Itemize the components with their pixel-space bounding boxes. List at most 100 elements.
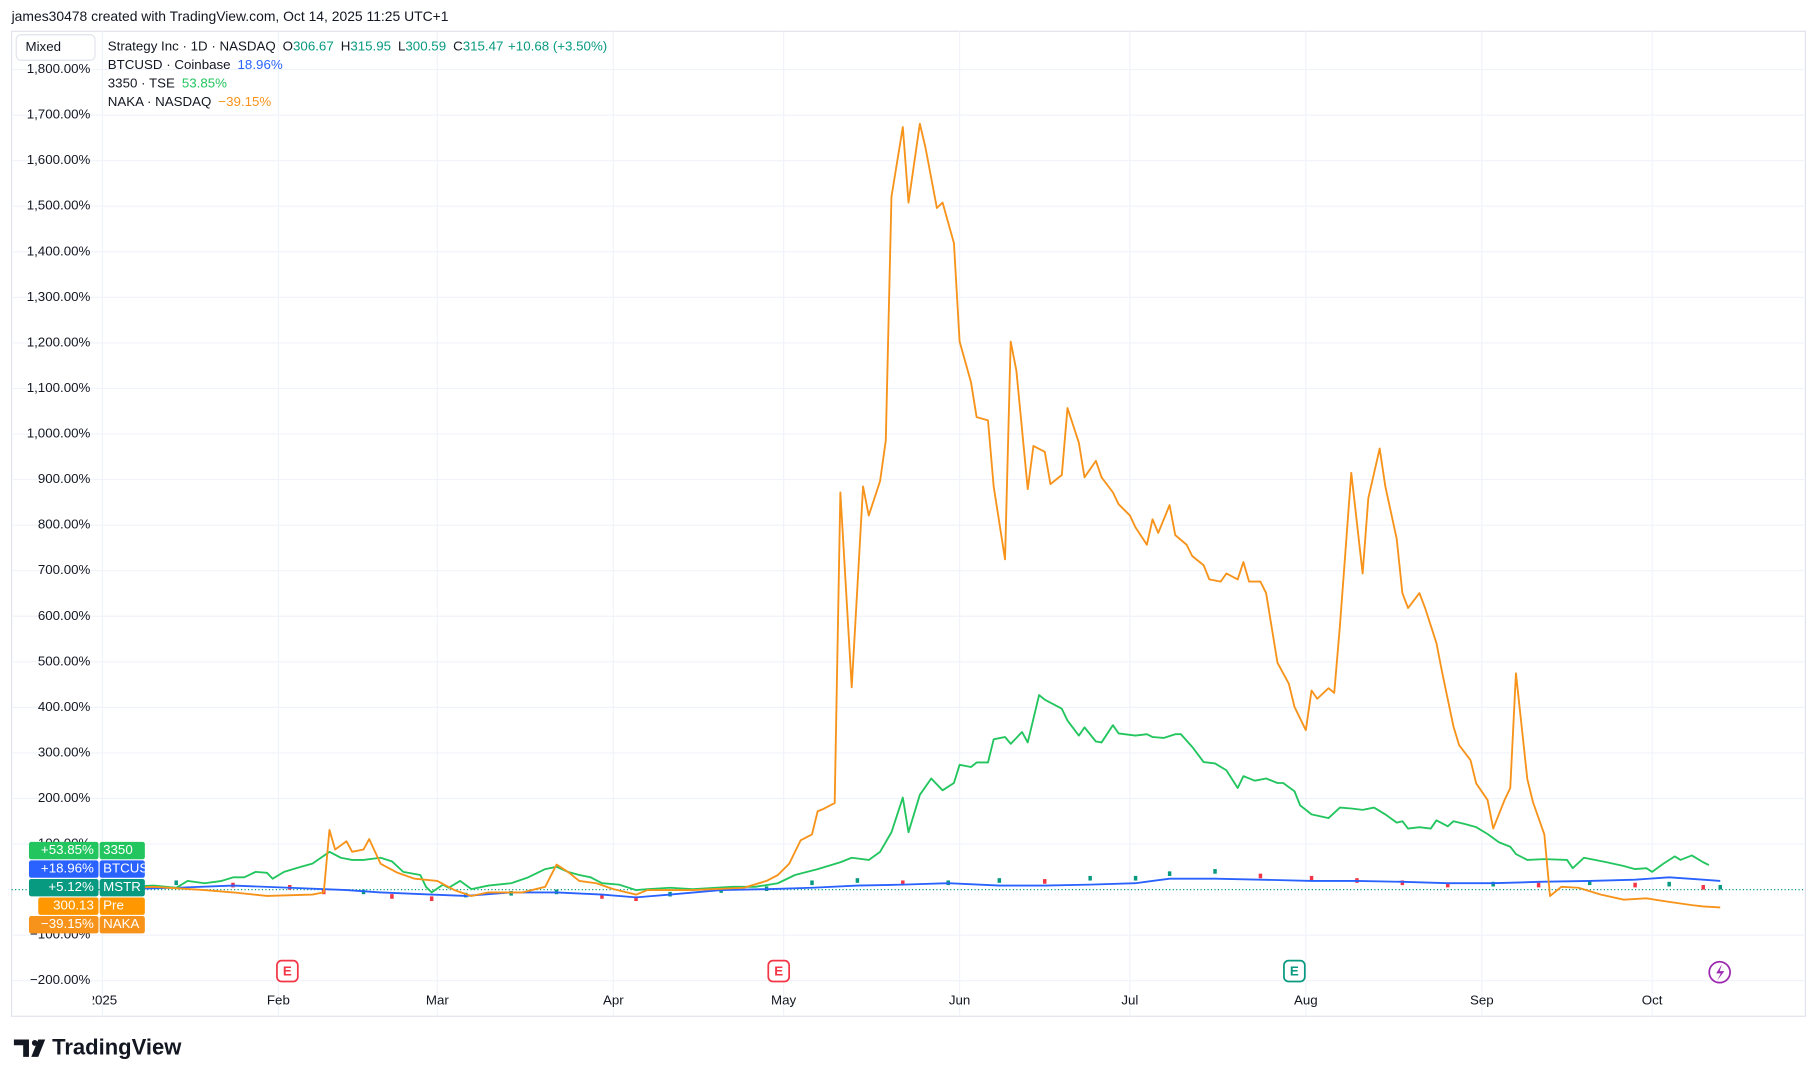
brand-name: TradingView [52,1035,182,1060]
y-tick-label: 1,700.00% [27,107,91,122]
tag-value: −39.15% [41,916,94,931]
series-line [102,122,1721,909]
tag-value-box [38,897,99,915]
y-tick-label: 1,300.00% [27,289,91,304]
tag-value: +5.12% [48,879,94,894]
candle [1667,881,1671,887]
price-tags: +53.85% 3350 +18.96% BTCUSD +5.12% MSTR 300.13… [28,841,158,934]
events: E E E [276,959,1731,984]
candle [1213,869,1217,874]
watermark: james30478 created with TradingView.com,… [11,8,449,24]
y-tick-label: 1,100.00% [27,380,91,395]
candle [1400,880,1405,886]
earnings-event[interactable]: E [1283,959,1306,983]
legend-field-value: 315.95 [350,38,391,53]
x-tick-label: Jun [949,993,970,1008]
event-badge [1283,959,1306,983]
tag-value: +18.96% [41,861,94,876]
candle [429,896,434,902]
legend-field-value: 315.47 [463,38,504,53]
x-tick-label: Mar [426,993,449,1008]
legend-main: Strategy Inc · 1D · NASDAQ O306.67 H315.95… [108,38,607,53]
x-tick-label: Jul [1121,993,1138,1008]
candle [1088,875,1092,881]
legend-symbol: BTCUSD · Coinbase [108,56,231,71]
mode-button[interactable]: Mixed [15,34,96,61]
candle [1309,875,1314,881]
price-tag: +5.12% MSTR [28,878,145,897]
event-label: E [1290,964,1299,979]
tag-label-box [99,878,145,897]
y-tick-label: 1,600.00% [27,152,91,167]
y-tick-label: 200.00% [38,790,91,805]
x-tick-label: Sep [1470,993,1494,1008]
candle [1258,873,1263,879]
y-tick-label: 500.00% [38,653,91,668]
legend-change: 18.96% [238,56,283,71]
legend-field-key: C [453,38,463,53]
legend-symbol: 3350 · TSE [108,75,175,90]
tag-value: +53.85% [41,842,94,857]
candle [1043,879,1047,884]
candle [1718,884,1722,890]
legend: Strategy Inc · 1D · NASDAQ O306.67 H315.95… [108,38,607,109]
candle [1133,875,1138,881]
candle [1633,882,1637,888]
price-tag: 300.13 Pre [38,897,145,915]
candle [1167,871,1172,876]
x-tick-label: Apr [603,993,624,1008]
tag-label: NAKA [103,916,139,931]
legend-compare: BTCUSD · Coinbase 18.96% [108,56,283,71]
brand-logo-dot [31,1040,38,1046]
x-tick-label: May [771,993,796,1008]
button-box [15,34,96,61]
button-label: Mixed [25,39,61,54]
legend-field-key: H [341,38,351,53]
legend-field-value: 306.67 [293,38,334,53]
event-label: E [283,964,292,979]
tag-label: MSTR [103,879,141,894]
grid [11,31,1806,1017]
y-tick-label: 1,500.00% [27,198,91,213]
price-tag: −39.15% NAKA [28,916,145,934]
candle [855,878,860,883]
x-tick-label: Oct [1642,993,1663,1008]
y-tick-label: 900.00% [38,471,91,486]
legend-field-key: L [398,38,405,53]
x-tick-label: Feb [267,993,290,1008]
legend-compare: NAKA · NASDAQ −39.15% [108,93,272,108]
tag-value-box [28,878,99,897]
series-line [102,876,1721,899]
y-tick-label: 1,800.00% [27,61,91,76]
candle [1587,880,1592,886]
candle [997,878,1002,883]
x-axis: 2025 Feb Mar Apr May Jun Jul Aug Sep Oct [93,993,1663,1008]
candle [1701,885,1705,890]
brand: TradingView [13,1035,182,1060]
upcoming-event[interactable] [1708,960,1731,984]
candle [901,880,905,886]
tag-label: Pre [103,898,124,913]
series-layer [100,122,1722,909]
earnings-event[interactable]: E [276,959,299,983]
y-tick-label: 700.00% [38,562,91,577]
candle [390,894,394,899]
tag-value-box [28,860,99,878]
tag-label: 3350 [103,842,133,857]
event-label: E [774,964,783,979]
tag-value-box [28,841,99,860]
legend-compare: 3350 · TSE 53.85% [108,75,227,90]
legend-field-value: 300.59 [405,38,446,53]
event-badge [276,959,299,983]
tag-label-box [99,897,145,915]
y-tick-label: 1,200.00% [27,334,91,349]
tag-label: BTCUSD [103,861,158,876]
earnings-event[interactable]: E [767,959,791,983]
price-tag: +18.96% BTCUSD [28,860,158,878]
y-tick-label: 1,400.00% [27,243,91,258]
y-tick-label: 600.00% [38,608,91,623]
y-tick-label: 300.00% [38,744,91,759]
